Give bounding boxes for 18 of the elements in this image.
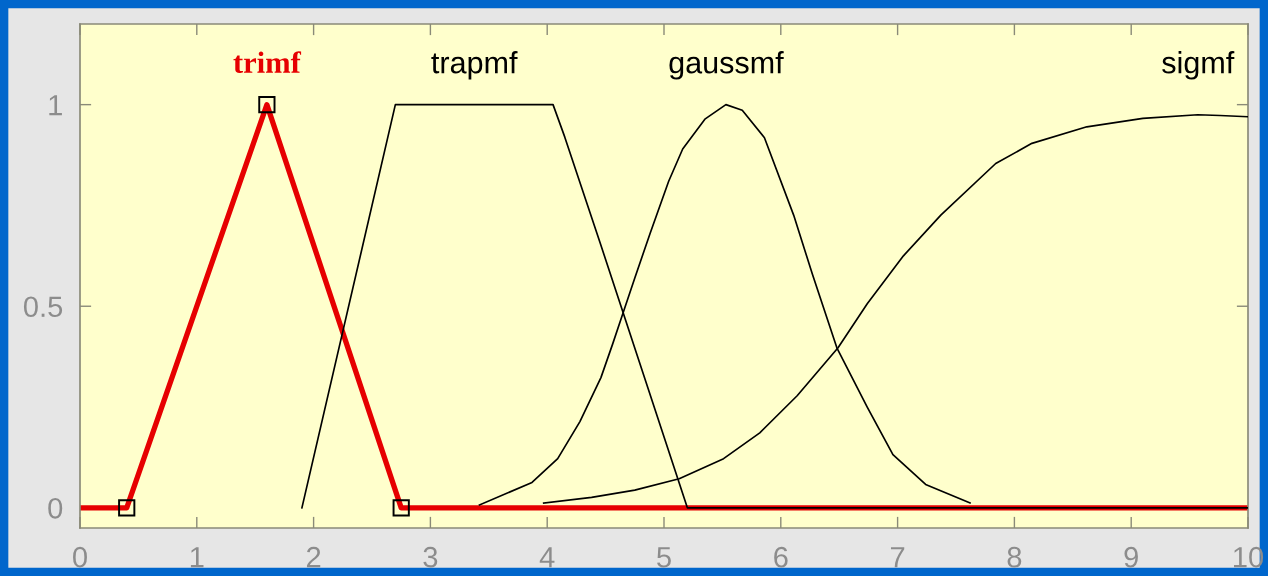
series-label: gaussmf [669, 51, 784, 80]
series-label: trapmf [431, 51, 518, 80]
y-tick-label: 0.5 [23, 296, 63, 318]
x-tick-label: 7 [890, 547, 905, 568]
y-tick-label: 1 [49, 95, 62, 116]
x-tick-label: 5 [657, 547, 671, 568]
x-tick-label: 6 [774, 546, 788, 568]
series-label: trimf [233, 51, 302, 73]
x-tick-label: 0 [73, 546, 87, 568]
x-tick-label: 2 [306, 546, 321, 568]
x-tick-label: 3 [423, 546, 438, 568]
x-tick-label: 1 [190, 547, 204, 568]
x-tick-label: 9 [1124, 546, 1138, 568]
line-series [301, 103, 1248, 509]
x-tick-label: 8 [1007, 546, 1022, 568]
y-tick-label: 0 [48, 498, 63, 519]
x-tick-label: 4 [539, 547, 555, 568]
series-label: sigmf [1162, 51, 1235, 80]
